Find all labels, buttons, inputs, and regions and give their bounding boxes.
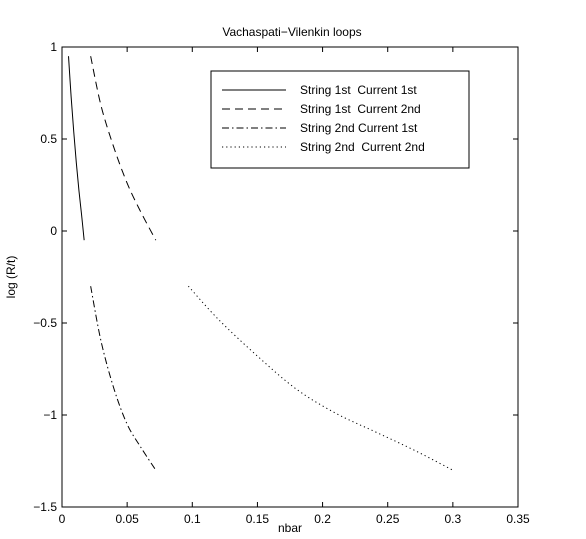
series-layer [68,56,454,471]
x-axis: 0 0.05 0.1 0.15 0.2 0.25 0.3 0.35 [59,47,530,526]
y-tick-label: 0.5 [40,132,57,146]
series-line-solid [68,56,85,241]
legend-label: String 1st Current 2nd [300,102,421,116]
y-tick-label: −0.5 [33,316,57,330]
legend: String 1st Current 1st String 1st Current… [210,70,470,169]
x-tick-label: 0.15 [246,512,270,526]
x-axis-label: nbar [278,521,302,535]
x-tick-label: 0.2 [314,512,331,526]
legend-label: String 2nd Current 2nd [300,140,425,154]
x-tick-label: 0.25 [376,512,400,526]
x-tick-label: 0.3 [445,512,462,526]
chart-title: Vachaspati−Vilenkin loops [222,25,361,39]
x-tick-label: 0.1 [184,512,201,526]
series-line-dashed [90,56,157,241]
legend-box [210,70,470,169]
y-axis-label: log (R/t) [4,256,18,299]
legend-label: String 1st Current 1st [300,83,417,97]
y-axis: −1.5 −1 −0.5 0 0.5 1 [33,40,518,514]
y-tick-label: −1.5 [33,500,57,514]
y-tick-label: −1 [43,408,57,422]
x-tick-label: 0.35 [506,512,530,526]
legend-label: String 2nd Current 1st [300,121,418,135]
y-tick-label: 0 [50,224,57,238]
x-tick-label: 0.05 [115,512,139,526]
series-line-dotted [188,285,454,471]
x-tick-label: 0 [59,512,66,526]
y-tick-label: 1 [50,40,57,54]
